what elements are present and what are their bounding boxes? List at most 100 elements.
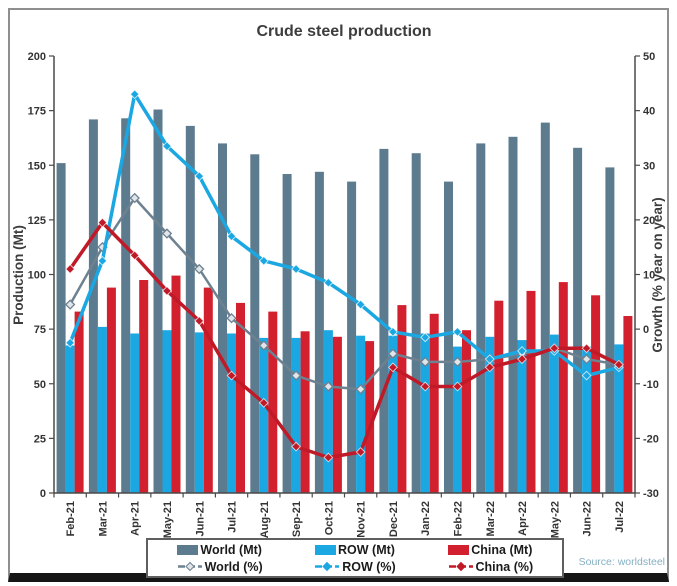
bar-row-mt [356, 335, 366, 493]
left-tick-label: 150 [28, 160, 46, 172]
legend-label-row-mt: ROW (Mt) [338, 542, 395, 557]
marker-row [65, 337, 76, 348]
marker-china [194, 315, 205, 326]
marker-china [258, 397, 269, 408]
bar-world-mt [476, 143, 486, 493]
bar-china-mt [106, 287, 116, 493]
bar-world-mt [508, 136, 518, 494]
bar-row-mt [549, 334, 559, 493]
marker-china [387, 362, 398, 373]
bar-china-mt [171, 275, 181, 493]
marker-row [162, 141, 172, 152]
bar-row-mt [65, 345, 75, 493]
x-tick-label: Feb-21 [65, 501, 77, 536]
marker-row [194, 171, 205, 182]
axes-layer: 0 25 50 75 100 125 150 175 200 -30 -20 -10 0 10 20 30 40… [28, 51, 659, 538]
right-tick-label: 50 [643, 51, 655, 63]
bar-series-china-mt [74, 275, 633, 493]
bar-world-mt [282, 174, 292, 493]
bar-world-mt [185, 125, 195, 494]
bar-world-mt [153, 109, 163, 493]
right-tick-label: -10 [643, 379, 659, 391]
legend-swatch-china-mt [448, 544, 470, 555]
marker-world [323, 381, 334, 392]
bar-china-mt [397, 305, 407, 493]
bar-world-mt [379, 148, 389, 493]
marker-china [581, 343, 592, 354]
right-tick-label: 10 [643, 270, 655, 282]
left-tick-label: 75 [34, 324, 46, 336]
x-tick-label: Jun-22 [582, 501, 594, 536]
x-tick-label: Aug-21 [259, 501, 271, 538]
left-axis-title: Production (Mt) [11, 225, 26, 325]
bar-china-mt [591, 295, 601, 493]
bar-china-mt [236, 302, 245, 493]
marker-row [387, 326, 398, 337]
x-tick-label: Jul-22 [614, 501, 626, 533]
x-tick-label: Apr-21 [130, 501, 142, 536]
marker-china [452, 381, 463, 392]
chart-title: Crude steel production [256, 23, 431, 40]
marker-china [549, 343, 560, 354]
marker-row [291, 264, 302, 274]
bar-china-mt [429, 313, 439, 493]
marker-world [129, 192, 140, 204]
x-tick-label: Jun-21 [194, 501, 206, 536]
right-tick-label: -20 [643, 433, 659, 445]
x-tick-label: Jul-21 [227, 501, 239, 533]
right-tick-label: 30 [643, 160, 655, 172]
left-tick-label: 125 [28, 215, 46, 227]
legend-item-row-mt: ROW (Mt) [315, 543, 395, 557]
bar-row-mt [614, 344, 624, 493]
marker-row [258, 255, 269, 266]
bar-world-mt [411, 153, 421, 493]
x-tick-label: Nov-21 [356, 501, 368, 538]
bar-china-mt [268, 311, 278, 493]
bar-row-mt [453, 346, 462, 493]
marker-row [226, 231, 237, 242]
marker-china [613, 359, 624, 370]
left-tick-label: 25 [34, 433, 46, 445]
bar-world-mt [121, 118, 131, 494]
left-tick-label: 50 [34, 379, 46, 391]
legend-line-icon-world [177, 561, 202, 572]
legend-item-row: ROW (%) [314, 559, 396, 574]
bar-china-mt [526, 290, 536, 493]
x-tick-label: Sep-21 [291, 501, 303, 537]
bar-row-mt [194, 332, 204, 493]
legend-line-icon-row [315, 561, 340, 572]
bar-world-mt [605, 167, 615, 493]
bar-world-mt [314, 171, 324, 494]
left-tick-label: 200 [28, 51, 46, 63]
bar-world-mt [250, 154, 260, 494]
bar-world-mt [218, 143, 227, 493]
x-tick-label: Apr-22 [517, 501, 529, 536]
x-tick-label: Feb-22 [453, 501, 465, 536]
legend-swatch-world-mt [177, 544, 199, 555]
marker-china [226, 370, 237, 381]
right-tick-label: -30 [643, 488, 659, 500]
bar-row-mt [420, 333, 430, 493]
marker-world [64, 299, 76, 310]
right-tick-label: 40 [643, 106, 655, 118]
legend-label-row: ROW (%) [342, 559, 396, 574]
line-path [68, 92, 620, 378]
bar-china-mt [332, 336, 342, 493]
marker-world [355, 383, 366, 395]
marker-row [323, 277, 334, 288]
bar-china-mt [74, 311, 84, 493]
bar-china-mt [494, 300, 504, 493]
marker-world [419, 356, 431, 368]
lines-layer [64, 89, 625, 463]
marker-row [452, 326, 463, 337]
marker-china [291, 441, 302, 452]
x-tick-label: Oct-21 [323, 501, 335, 535]
bars-layer [56, 109, 633, 494]
bar-world-mt [56, 163, 66, 493]
bar-china-mt [203, 287, 213, 493]
line-path [69, 196, 620, 391]
x-tick-label: Jan-22 [420, 501, 432, 536]
right-axis-title: Growth (% year on year) [650, 197, 665, 352]
marker-china [355, 447, 366, 457]
